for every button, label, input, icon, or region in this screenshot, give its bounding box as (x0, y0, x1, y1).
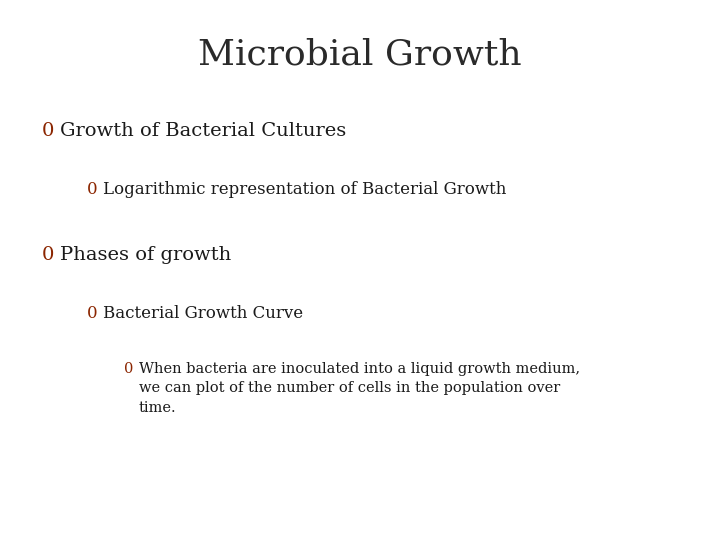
Text: 0: 0 (42, 122, 54, 139)
Text: When bacteria are inoculated into a liquid growth medium,
we can plot of the num: When bacteria are inoculated into a liqu… (139, 362, 580, 415)
Text: 0: 0 (42, 246, 54, 264)
Text: Growth of Bacterial Cultures: Growth of Bacterial Cultures (60, 122, 346, 139)
Text: 0: 0 (86, 181, 97, 198)
Text: Bacterial Growth Curve: Bacterial Growth Curve (103, 305, 303, 322)
Text: 0: 0 (124, 362, 133, 376)
Text: Phases of growth: Phases of growth (60, 246, 231, 264)
Text: Microbial Growth: Microbial Growth (198, 38, 522, 72)
Text: Logarithmic representation of Bacterial Growth: Logarithmic representation of Bacterial … (103, 181, 506, 198)
Text: 0: 0 (86, 305, 97, 322)
